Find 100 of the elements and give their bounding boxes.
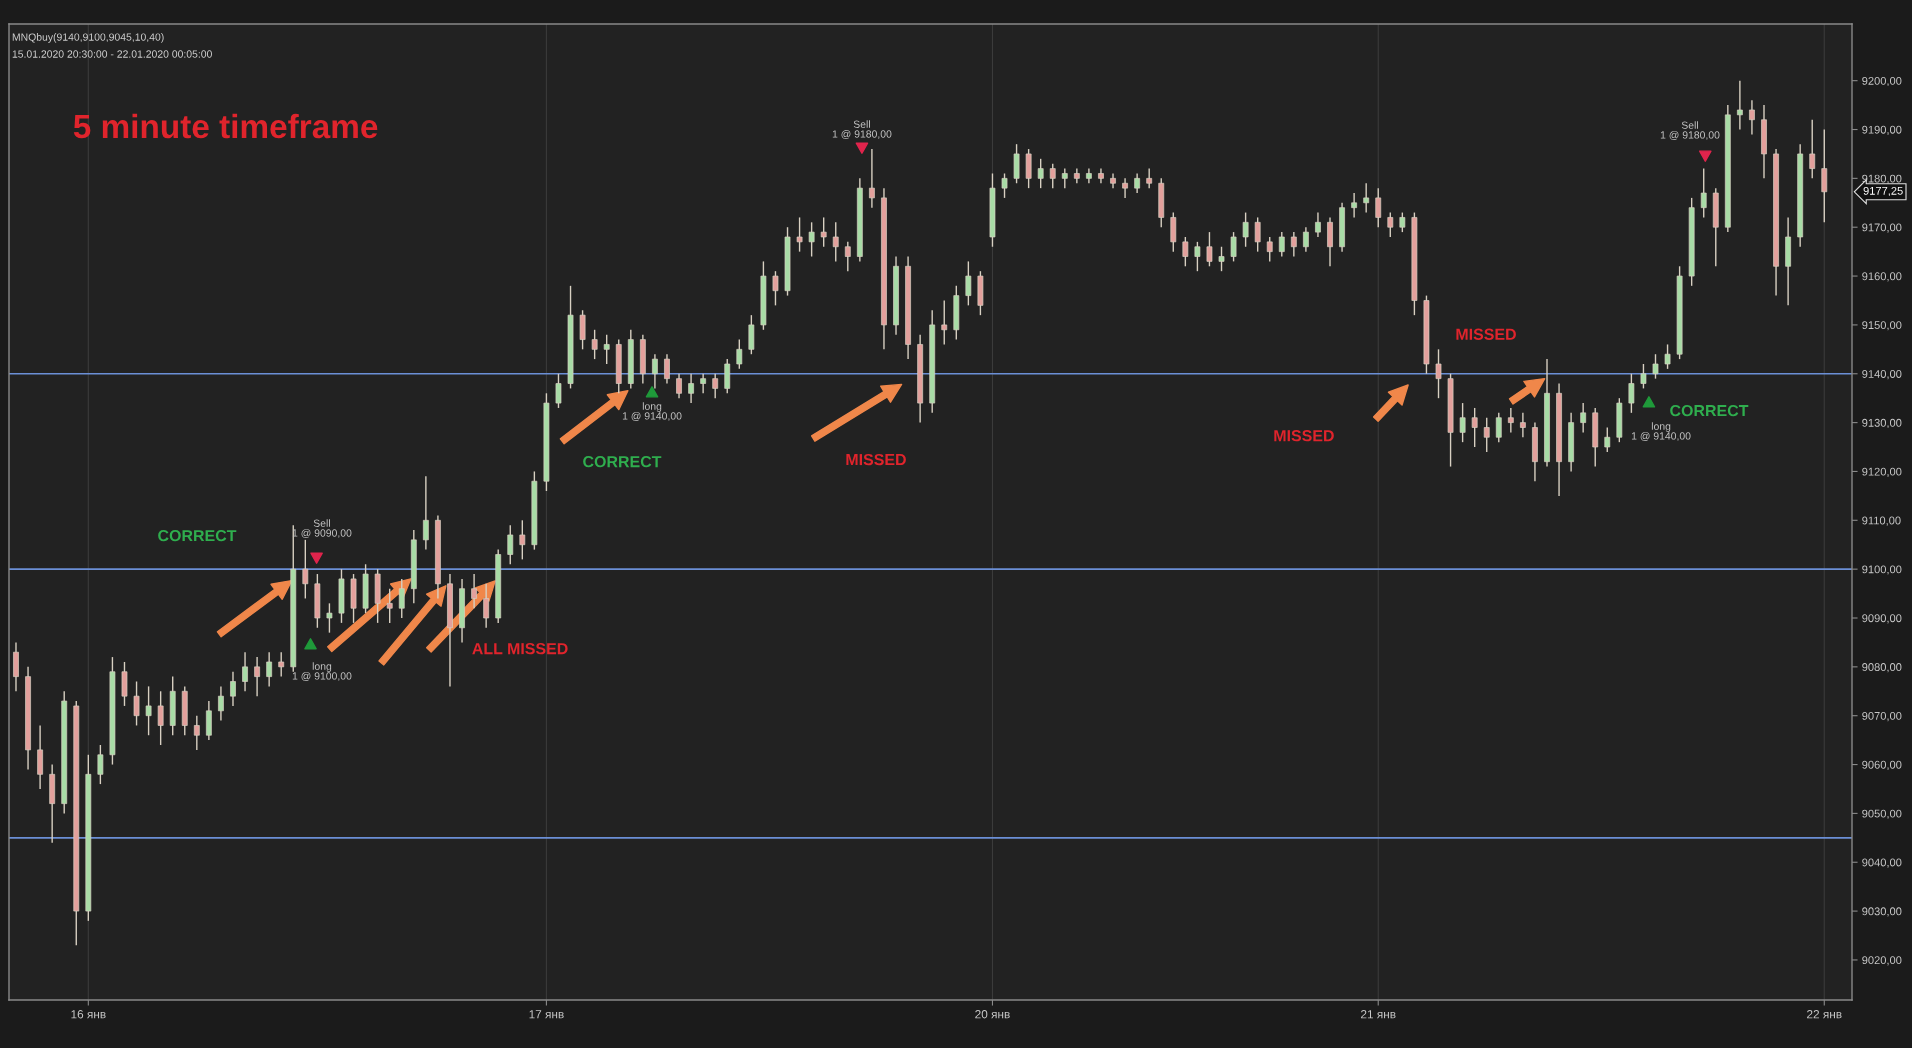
candlestick xyxy=(1387,211,1394,238)
annotation: long 1 @ 9100,00 xyxy=(292,662,352,681)
annotation: 15.01.2020 20:30:00 - 22.01.2020 00:05:00 xyxy=(12,50,212,58)
candlestick xyxy=(1242,211,1249,248)
annotation: CORRECT xyxy=(583,455,662,468)
candlestick xyxy=(941,299,948,346)
candlestick xyxy=(664,353,670,385)
candlestick xyxy=(688,373,694,404)
candlestick xyxy=(1266,236,1273,263)
candlestick xyxy=(1049,163,1056,189)
candlestick xyxy=(796,216,803,253)
candlestick xyxy=(1254,216,1261,253)
annotation: CORRECT xyxy=(1670,404,1749,417)
y-tick-label: 9030,00 xyxy=(1862,907,1902,917)
x-tick-label: 16 янв xyxy=(71,1010,106,1019)
candlestick xyxy=(1146,167,1153,189)
candlestick xyxy=(422,475,429,551)
candlestick xyxy=(1483,417,1490,453)
candlestick xyxy=(1507,407,1514,434)
candlestick xyxy=(1230,231,1237,263)
candlestick xyxy=(1700,167,1707,219)
candlestick xyxy=(1182,236,1189,267)
y-tick-label: 9160,00 xyxy=(1862,272,1902,282)
y-tick-label: 9100,00 xyxy=(1862,565,1902,575)
candlestick xyxy=(230,671,236,707)
y-tick-label: 9140,00 xyxy=(1862,370,1902,380)
candlestick xyxy=(1459,402,1466,443)
candlestick xyxy=(1278,231,1285,258)
candlestick xyxy=(1520,412,1526,438)
candlestick xyxy=(507,524,514,565)
annotation: ALL MISSED xyxy=(472,642,568,655)
text: 9177,25 xyxy=(1863,186,1903,197)
y-tick-label: 9200,00 xyxy=(1862,76,1902,87)
candlestick xyxy=(808,221,815,258)
candlestick xyxy=(145,685,152,736)
candlestick xyxy=(1363,182,1370,214)
candlestick xyxy=(1218,246,1225,272)
candlestick xyxy=(1495,412,1502,443)
y-tick-label: 9150,00 xyxy=(1862,321,1902,331)
candlestick xyxy=(1737,79,1743,131)
annotation: MISSED xyxy=(1274,430,1334,442)
candlestick xyxy=(1290,231,1297,258)
candlestick xyxy=(386,587,393,624)
candlestick xyxy=(1037,158,1044,189)
candlestick xyxy=(1749,99,1755,136)
x-tick-label: 22 янв xyxy=(1807,1010,1842,1019)
x-tick-label: 17 янв xyxy=(529,1010,564,1019)
candlestick xyxy=(772,270,779,307)
y-tick-label: 9110,00 xyxy=(1862,516,1901,526)
y-tick-label: 9130,00 xyxy=(1862,418,1902,429)
candlestick xyxy=(1303,226,1309,253)
candlestick xyxy=(1122,177,1128,199)
candlestick xyxy=(1628,373,1635,414)
y-tick-label: 9020,00 xyxy=(1862,956,1902,966)
candlestick xyxy=(1351,192,1357,219)
candlestick xyxy=(1435,348,1442,399)
candlestick xyxy=(591,329,598,360)
candlestick xyxy=(1580,402,1587,434)
candlestick xyxy=(1206,231,1213,267)
candlestick xyxy=(302,539,309,600)
candlestick xyxy=(869,148,875,209)
candlestick xyxy=(193,715,200,751)
candlestick xyxy=(652,353,658,390)
candlestick xyxy=(736,338,743,370)
y-tick-label: 9090,00 xyxy=(1862,614,1902,624)
candlestick xyxy=(1110,172,1116,189)
annotation: MNQbuy(9140,9100,9045,10,40) xyxy=(12,33,164,43)
x-tick-label: 20 янв xyxy=(975,1010,1010,1019)
candlestick xyxy=(832,221,839,263)
candlestick xyxy=(1194,241,1201,272)
candlestick xyxy=(1821,128,1828,224)
y-tick-label: 9070,00 xyxy=(1862,711,1902,722)
candlestick xyxy=(157,690,164,746)
y-tick-label: 9120,00 xyxy=(1862,467,1902,477)
annotation: CORRECT xyxy=(158,529,237,542)
candlestick xyxy=(700,373,707,394)
y-tick-label: 9050,00 xyxy=(1862,809,1902,819)
candlestick xyxy=(1604,426,1611,453)
annotation: MISSED xyxy=(846,453,906,466)
text: 5 minute timeframe xyxy=(73,113,378,139)
y-tick-label: 9080,00 xyxy=(1862,663,1902,673)
candlestick xyxy=(1640,363,1647,390)
candlestick xyxy=(820,216,827,248)
annotation: Sell 1 @ 9180,00 xyxy=(1660,121,1720,140)
candlestick xyxy=(603,333,610,365)
y-tick-label: 9180,00 xyxy=(1862,174,1902,184)
candlestick xyxy=(242,651,248,692)
candlestick xyxy=(1809,119,1816,180)
candlestick xyxy=(326,602,333,634)
annotation: Sell 1 @ 9090,00 xyxy=(292,519,352,538)
candlestick xyxy=(133,680,140,727)
candlestick xyxy=(97,744,104,785)
candlestick xyxy=(218,685,224,722)
candlestick xyxy=(965,260,972,307)
y-tick-label: 9170,00 xyxy=(1862,223,1902,233)
candlestick xyxy=(844,241,851,272)
y-tick-label: 9040,00 xyxy=(1862,858,1902,868)
y-tick-label: 9190,00 xyxy=(1862,125,1902,135)
candlestick xyxy=(1652,353,1659,380)
candlestick xyxy=(1375,187,1382,228)
